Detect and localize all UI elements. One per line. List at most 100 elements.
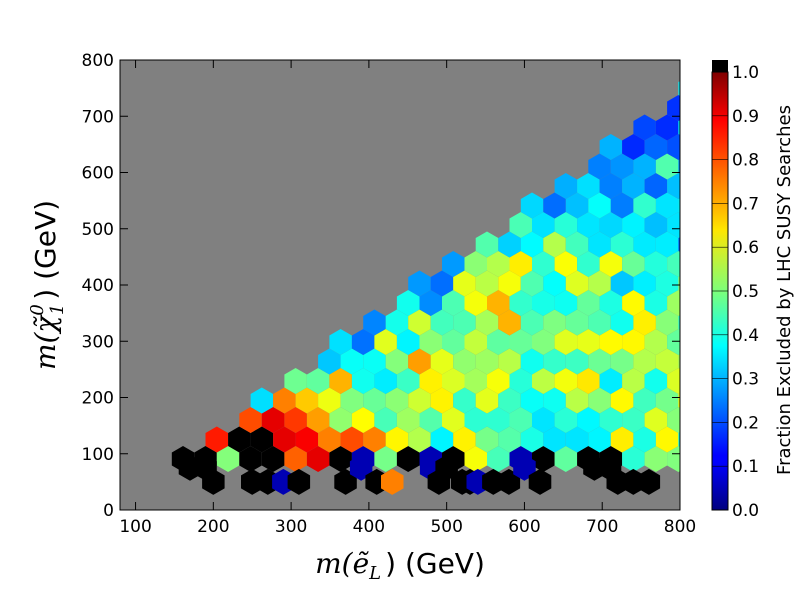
hex-bin <box>509 290 532 316</box>
hex-bin <box>667 134 680 160</box>
hex-bin <box>554 251 578 277</box>
hex-bin <box>599 212 623 238</box>
hex-bin <box>599 173 623 199</box>
hex-bin <box>655 387 679 414</box>
hex-bin <box>498 426 521 453</box>
hex-bin <box>532 251 555 277</box>
x-tick-label: 400 <box>353 517 385 537</box>
hex-bin <box>435 454 458 481</box>
hex-bin <box>610 153 634 180</box>
hex-bin <box>667 407 680 433</box>
hex-bin <box>543 348 566 375</box>
hex-bin <box>374 407 397 433</box>
x-tick-label: 500 <box>430 517 462 537</box>
colorbar-tick-label: 0.7 <box>732 194 759 214</box>
hex-bin <box>678 198 680 213</box>
hex-bin <box>532 407 555 433</box>
hex-bin <box>419 407 442 433</box>
hex-bin <box>498 309 521 336</box>
hex-bin <box>464 329 487 355</box>
hex-bin <box>577 212 600 238</box>
hex-bin <box>239 446 262 472</box>
hex-bin <box>385 348 409 375</box>
hex-bin <box>678 315 680 330</box>
hex-bin <box>351 329 375 355</box>
hex-bin <box>453 426 476 453</box>
hex-bin <box>565 231 589 258</box>
hex-bin <box>329 407 352 433</box>
colorbar-tick-label: 0.6 <box>732 238 759 258</box>
hex-bin <box>667 173 680 199</box>
hex-bin <box>610 270 634 297</box>
hex-bin <box>655 348 679 375</box>
hex-bin <box>528 468 552 495</box>
hex-bin <box>622 329 645 355</box>
hex-bin <box>633 192 656 219</box>
hex-bin <box>667 212 680 238</box>
hex-bin <box>396 368 420 394</box>
hex-bin <box>351 368 375 394</box>
hex-bin <box>667 290 680 316</box>
y-axis-label: m(χ̃01) (GeV) <box>27 200 68 370</box>
hex-bin <box>250 387 274 414</box>
hex-bin <box>678 432 680 447</box>
hex-bin <box>655 192 679 219</box>
hex-bin <box>599 134 623 160</box>
hex-bin <box>610 348 634 375</box>
hex-bin <box>475 231 499 258</box>
y-tick-label: 300 <box>82 332 114 352</box>
hex-bin <box>655 426 679 453</box>
hex-bin <box>543 192 566 219</box>
hex-bin <box>532 368 555 394</box>
hex-bin <box>565 426 589 453</box>
hex-bin <box>498 348 521 375</box>
hex-bin <box>453 387 476 414</box>
hex-bin <box>396 407 420 433</box>
hex-bin <box>655 231 679 258</box>
hex-bin <box>655 114 679 141</box>
x-tick-label: 100 <box>119 517 151 537</box>
hex-bin <box>633 387 656 414</box>
hex-bin <box>340 426 364 453</box>
hex-bin <box>475 426 499 453</box>
hex-bin <box>408 309 431 336</box>
hex-bin <box>554 173 578 199</box>
hex-bin <box>678 354 680 369</box>
hex-bin <box>577 368 600 394</box>
hex-bin <box>318 387 341 414</box>
hex-bin <box>430 426 454 453</box>
y-tick-label: 100 <box>82 445 114 465</box>
hex-bin <box>588 309 611 336</box>
hex-bin <box>408 270 431 297</box>
hex-bin <box>599 251 623 277</box>
hex-bin <box>396 446 420 472</box>
colorbar-tick-label: 1.0 <box>732 63 759 83</box>
hex-bin <box>509 329 532 355</box>
hex-bin <box>678 237 680 252</box>
hex-bin <box>287 468 311 495</box>
hex-bin <box>644 446 668 472</box>
x-tick-label: 800 <box>664 517 696 537</box>
hex-bin <box>487 290 510 316</box>
hex-bin <box>520 192 544 219</box>
hex-bin <box>442 329 465 355</box>
hex-bin <box>464 446 487 472</box>
hex-bin <box>498 270 521 297</box>
hex-bin <box>565 309 589 336</box>
y-tick-label: 200 <box>82 389 114 409</box>
hex-bin <box>543 309 566 336</box>
hex-bin <box>554 212 578 238</box>
hex-bin <box>381 468 404 495</box>
hex-bin <box>655 270 679 297</box>
hex-bin <box>261 446 285 472</box>
colorbar-tick-label: 0.1 <box>732 457 759 477</box>
hex-bin <box>565 192 589 219</box>
hex-bin <box>509 212 532 238</box>
hex-bin <box>509 407 532 433</box>
hex-bin <box>239 407 262 433</box>
hex-bin <box>205 426 229 453</box>
x-tick-label: 300 <box>275 517 307 537</box>
hex-bin <box>543 387 566 414</box>
hex-bin <box>577 173 600 199</box>
hex-bin <box>678 120 680 135</box>
